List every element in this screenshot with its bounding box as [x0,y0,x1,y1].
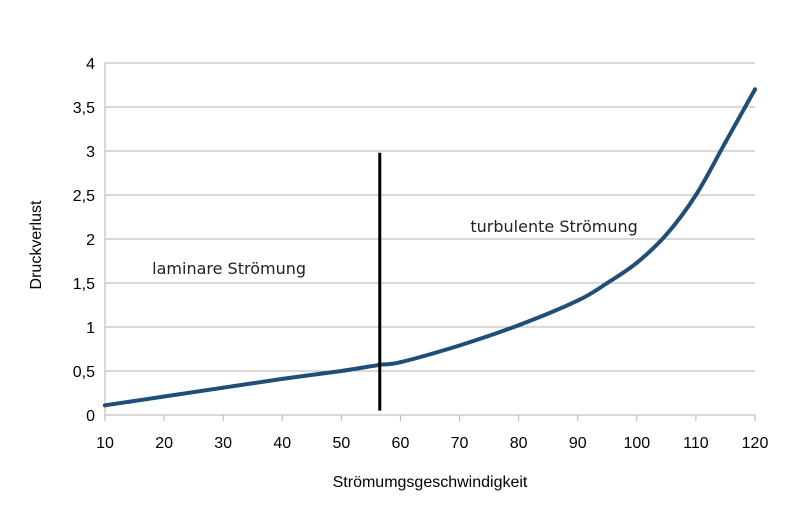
x-tick-label: 110 [683,435,709,452]
x-tick-label: 60 [392,435,410,452]
data-point [723,140,728,145]
y-tick-labels: 0 0,5 1 1,5 2 2,5 3 3,5 4 [73,56,95,425]
data-point [339,369,344,373]
data-point [634,260,639,265]
series-layer [103,87,757,411]
axes [104,63,756,421]
y-tick-label: 3 [86,144,95,161]
y-tick-label: 2 [86,232,95,249]
x-tick-label: 30 [214,435,232,452]
series-line [103,87,757,408]
annotation-label: turbulente Strömung [470,217,637,236]
y-tick-label: 1,5 [73,276,95,293]
y-tick-label: 3,5 [73,100,95,117]
y-tick-label: 2,5 [73,188,95,205]
data-point [398,360,403,365]
data-point [516,323,521,328]
x-tick-label: 80 [510,435,528,452]
x-tick-label: 40 [273,435,291,452]
data-point [664,232,669,237]
data-point [753,87,757,92]
data-point [103,403,107,408]
x-tick-label: 20 [155,435,173,452]
y-tick-label: 0,5 [73,364,95,381]
x-tick-label: 70 [451,435,469,452]
data-point [162,394,167,399]
x-tick-label: 100 [623,435,650,452]
data-point [280,376,285,381]
data-point [575,298,580,303]
data-point [693,193,698,197]
y-tick-label: 1 [86,320,95,337]
y-axis-label: Druckverlust [28,200,45,289]
y-tick-label: 0 [86,408,95,425]
x-tick-labels: 10 20 30 40 50 60 70 80 90 100 110 120 [96,435,768,452]
gridlines [105,62,755,416]
x-axis-label: Strömumgsgeschwindigkeit [333,474,528,491]
annotations: laminare Strömung turbulente Strömung [152,217,638,278]
data-point [605,281,610,285]
x-tick-label: 10 [96,435,114,452]
data-point [221,385,226,390]
y-tick-label: 4 [86,56,95,73]
x-tick-label: 50 [332,435,350,452]
annotation-label: laminare Strömung [152,259,306,278]
x-tick-label: 120 [742,435,769,452]
data-point [457,343,462,348]
x-tick-label: 90 [569,435,587,452]
